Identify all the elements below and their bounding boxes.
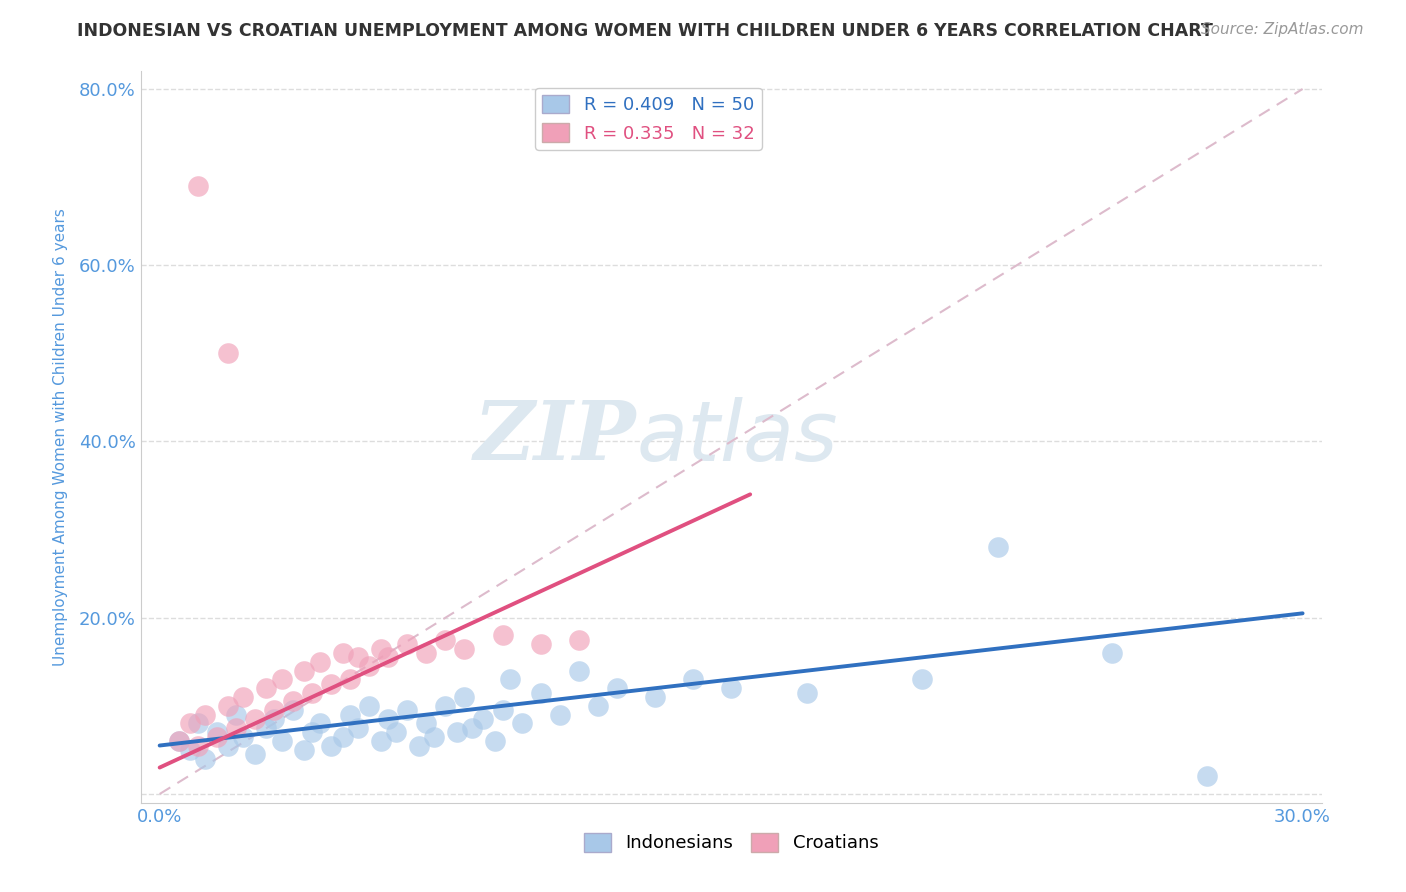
Point [530,686,553,700]
Point [179,743,201,757]
Point [294,664,316,678]
Point [461,721,484,735]
Point [217,346,239,360]
Point [1197,769,1219,783]
Point [187,716,209,731]
Point [294,743,316,757]
Point [308,716,330,731]
Point [415,646,437,660]
Point [263,703,285,717]
Point [423,730,446,744]
Point [254,681,277,696]
Point [194,752,217,766]
Point [548,707,571,722]
Point [453,690,475,704]
Point [225,707,247,722]
Text: INDONESIAN VS CROATIAN UNEMPLOYMENT AMONG WOMEN WITH CHILDREN UNDER 6 YEARS CORR: INDONESIAN VS CROATIAN UNEMPLOYMENT AMON… [77,22,1213,40]
Point [281,694,304,708]
Point [332,646,354,660]
Point [339,707,361,722]
Point [987,540,1010,554]
Point [434,632,457,647]
Point [568,664,591,678]
Point [415,716,437,731]
Point [408,739,430,753]
Point [346,650,368,665]
Point [396,637,419,651]
Legend: Indonesians, Croatians: Indonesians, Croatians [576,826,886,860]
Point [301,686,323,700]
Point [217,698,239,713]
Point [385,725,408,739]
Point [510,716,533,731]
Point [281,703,304,717]
Point [434,698,457,713]
Point [339,673,361,687]
Point [377,712,399,726]
Point [194,707,217,722]
Point [270,673,292,687]
Point [270,734,292,748]
Point [682,673,704,687]
Point [187,739,209,753]
Point [606,681,628,696]
Point [167,734,190,748]
Point [308,655,330,669]
Point [910,673,932,687]
Point [796,686,818,700]
Point [491,628,513,642]
Point [319,677,342,691]
Point [370,641,392,656]
Point [346,721,368,735]
Point [446,725,468,739]
Point [301,725,323,739]
Point [187,178,209,193]
Point [243,712,266,726]
Point [453,641,475,656]
Point [205,730,228,744]
Point [472,712,495,726]
Point [319,739,342,753]
Point [484,734,506,748]
Point [232,730,254,744]
Point [568,632,591,647]
Point [167,734,190,748]
Point [217,739,239,753]
Point [263,712,285,726]
Point [644,690,666,704]
Point [243,747,266,762]
Point [491,703,513,717]
Point [377,650,399,665]
Point [332,730,354,744]
Point [205,725,228,739]
Text: Source: ZipAtlas.com: Source: ZipAtlas.com [1201,22,1364,37]
Point [396,703,419,717]
Point [586,698,609,713]
Point [232,690,254,704]
Point [720,681,742,696]
Point [370,734,392,748]
Text: atlas: atlas [637,397,838,477]
Y-axis label: Unemployment Among Women with Children Under 6 years: Unemployment Among Women with Children U… [53,208,67,666]
Point [254,721,277,735]
Point [359,659,381,673]
Point [225,721,247,735]
Point [530,637,553,651]
Text: ZIP: ZIP [474,397,637,477]
Point [179,716,201,731]
Point [499,673,522,687]
Point [359,698,381,713]
Point [1101,646,1123,660]
